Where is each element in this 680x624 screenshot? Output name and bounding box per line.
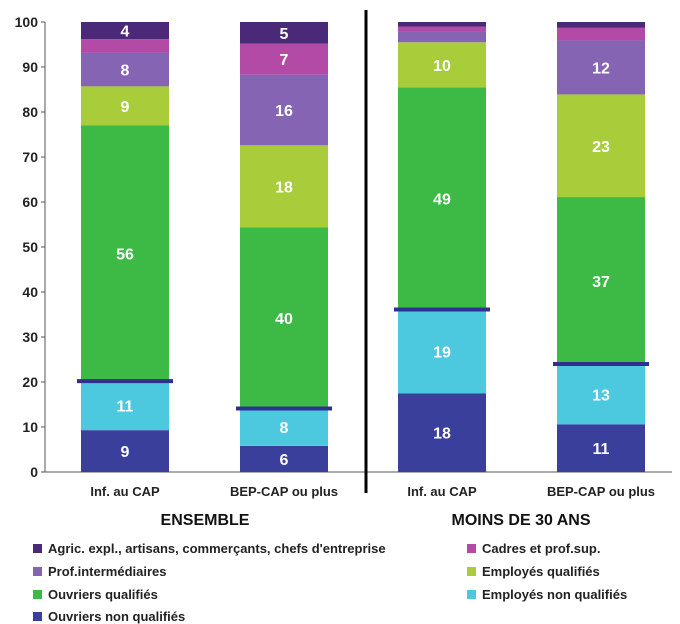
x-tick-label: BEP-CAP ou plus	[547, 484, 655, 499]
x-tick-label: Inf. au CAP	[90, 484, 160, 499]
data-label: 49	[433, 191, 451, 208]
bar-segment	[81, 381, 169, 431]
data-label: 40	[275, 311, 293, 328]
bar-segment	[557, 40, 645, 95]
data-label: 9	[121, 444, 130, 461]
bar-segment	[81, 39, 169, 53]
bars: 9 11 56 9 8 4 6 8 40 18 16 7 5 18 19 49 10 11 13 37 23 12	[81, 22, 645, 472]
data-label: 19	[433, 344, 451, 361]
bar-segment	[398, 87, 486, 310]
bar-segment	[240, 22, 328, 44]
bar-segment	[398, 26, 486, 32]
y-tick-label: 100	[15, 14, 39, 30]
data-label: 8	[121, 62, 130, 79]
data-label: 8	[280, 420, 289, 437]
data-label: 16	[275, 103, 293, 120]
bar-segment	[557, 22, 645, 28]
y-tick-label: 30	[22, 329, 38, 345]
bar-segment	[557, 197, 645, 365]
data-label: 6	[280, 452, 289, 469]
data-label: 37	[592, 274, 610, 291]
data-label: 5	[280, 26, 289, 43]
bar-segment	[240, 408, 328, 446]
bar-segment	[398, 393, 486, 472]
y-tick-label: 60	[22, 194, 38, 210]
y-tick-label: 50	[22, 239, 38, 255]
bar-segment	[398, 22, 486, 27]
bar-segment	[240, 74, 328, 146]
bar-segment	[398, 42, 486, 88]
x-axis-labels: Inf. au CAP BEP-CAP ou plus Inf. au CAP BEP…	[90, 484, 655, 499]
y-tick-label: 70	[22, 149, 38, 165]
bar-segment	[81, 22, 169, 40]
data-label: 18	[433, 426, 451, 443]
y-tick-label: 10	[22, 419, 38, 435]
data-label: 4	[121, 24, 130, 41]
bar-segment	[240, 43, 328, 75]
data-label: 56	[116, 246, 134, 263]
data-label: 10	[433, 58, 451, 75]
y-tick-label: 0	[30, 464, 38, 480]
x-tick-label: Inf. au CAP	[407, 484, 477, 499]
y-tick-label: 80	[22, 104, 38, 120]
bar-segment	[240, 145, 328, 228]
data-label: 9	[121, 99, 130, 116]
group-label: ENSEMBLE	[161, 512, 250, 529]
data-label: 12	[592, 60, 610, 77]
bar-segment	[81, 52, 169, 87]
group-labels: ENSEMBLE MOINS DE 30 ANS	[161, 512, 591, 529]
y-tick-label: 40	[22, 284, 38, 300]
y-tick-label: 90	[22, 59, 38, 75]
bar-segment	[81, 125, 169, 382]
bar-segment	[557, 364, 645, 425]
data-label: 11	[593, 441, 610, 458]
bar-segment	[557, 94, 645, 198]
data-label: 23	[592, 139, 610, 156]
bar-segment	[240, 445, 328, 472]
y-axis: 0 10 20 30 40 50 60 70 80 90 100	[15, 14, 672, 480]
data-label: 18	[275, 179, 293, 196]
data-label: 13	[592, 387, 610, 404]
bar-segment	[81, 86, 169, 126]
y-tick-label: 20	[22, 374, 38, 390]
data-label: 7	[280, 52, 289, 69]
bar-segment	[557, 424, 645, 472]
reference-lines	[77, 307, 649, 411]
bar-segment	[398, 309, 486, 394]
bar-segment	[398, 31, 486, 43]
bar-segment	[240, 227, 328, 409]
data-label: 11	[117, 399, 134, 416]
bar-segment	[557, 27, 645, 41]
group-label: MOINS DE 30 ANS	[452, 512, 591, 529]
x-tick-label: BEP-CAP ou plus	[230, 484, 338, 499]
bar-segment	[81, 430, 169, 472]
